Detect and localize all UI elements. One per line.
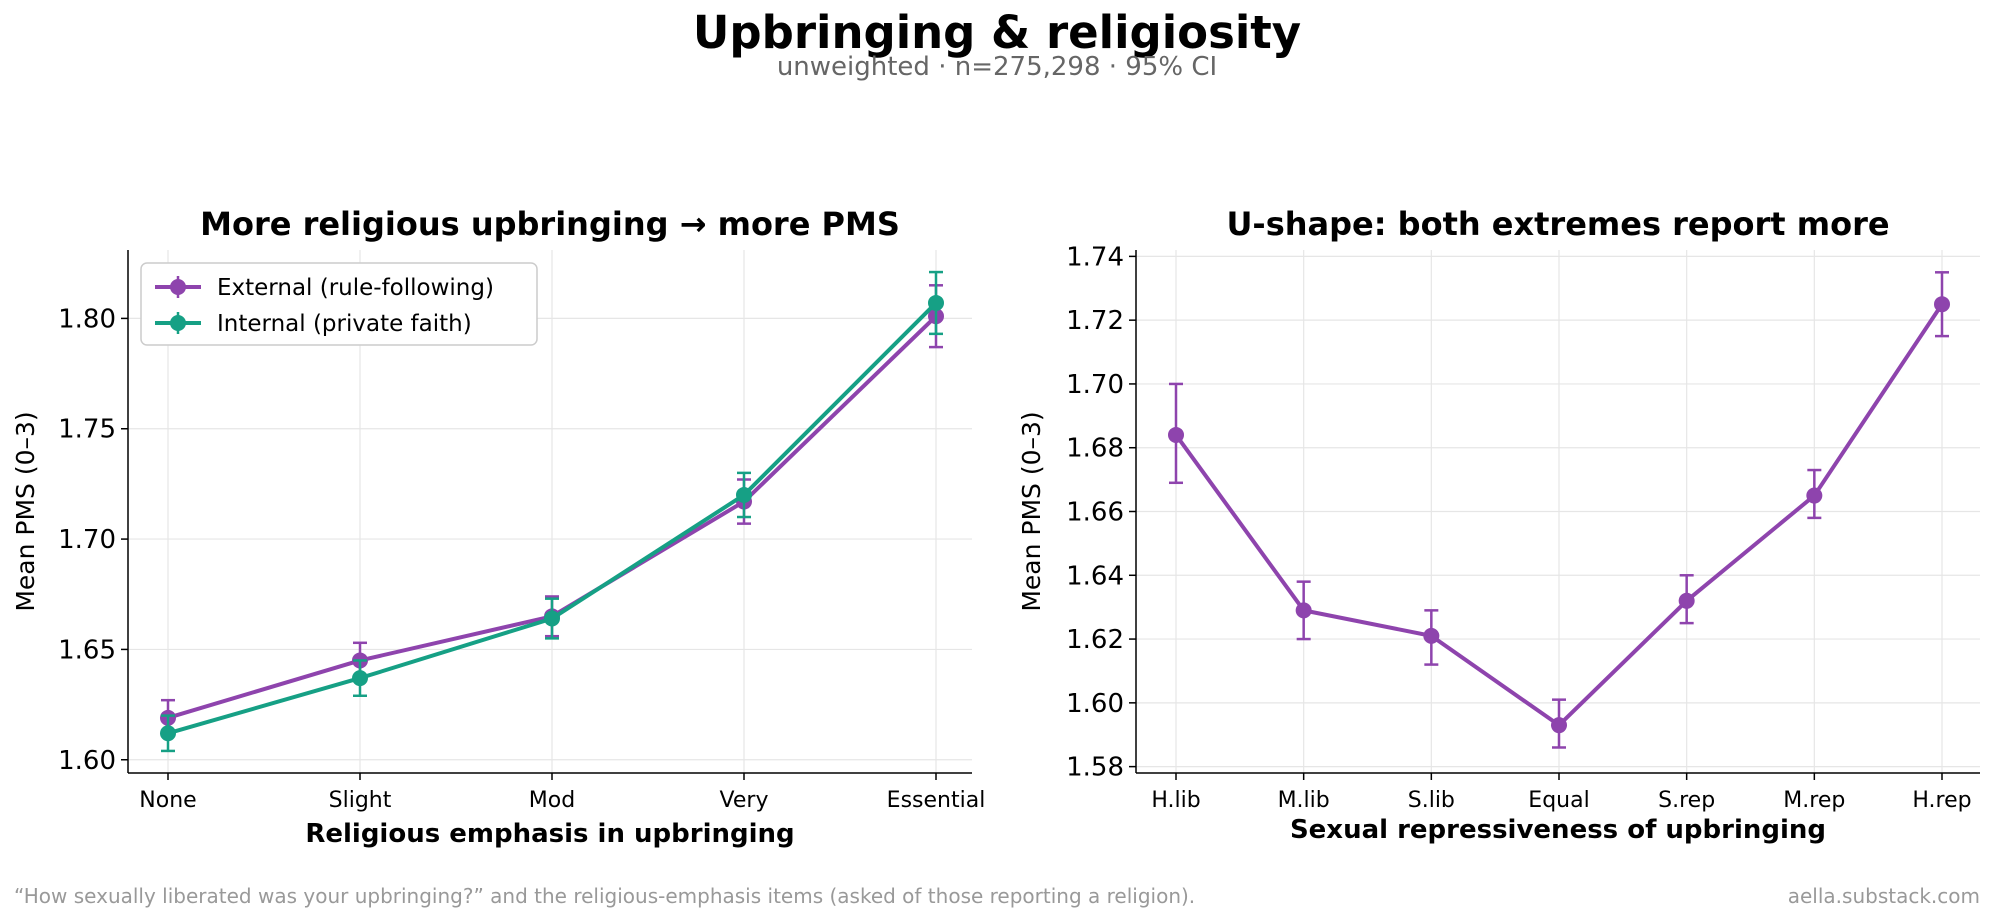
y-tick-label: 1.80	[58, 304, 116, 334]
data-point	[1423, 627, 1440, 644]
x-tick-label: None	[139, 788, 196, 813]
legend-label: External (rule-following)	[217, 275, 494, 301]
x-tick-label: S.rep	[1658, 788, 1715, 813]
legend-swatch-marker	[170, 279, 186, 295]
x-tick-label: Very	[720, 788, 769, 813]
data-point	[1168, 426, 1184, 443]
x-tick-label: Slight	[329, 788, 392, 813]
y-tick-label: 1.58	[1066, 753, 1124, 783]
data-point	[160, 725, 176, 742]
data-point	[352, 670, 368, 687]
x-tick-label: Mod	[529, 788, 575, 813]
y-tick-label: 1.75	[58, 415, 116, 445]
x-tick-label: Equal	[1528, 788, 1589, 813]
data-point	[1295, 602, 1312, 619]
source-credit: aella.substack.com	[1787, 884, 1980, 908]
y-tick-label: 1.60	[58, 746, 116, 776]
y-tick-label: 1.72	[1066, 306, 1124, 336]
figure-title: Upbringing & religiosity	[692, 6, 1302, 59]
footnote: “How sexually liberated was your upbring…	[14, 884, 1196, 908]
panel-title: More religious upbringing → more PMS	[200, 205, 900, 243]
y-tick-label: 1.65	[58, 635, 116, 665]
y-tick-label: 1.74	[1066, 242, 1124, 272]
panel-title: U-shape: both extremes report more	[1226, 205, 1889, 243]
y-tick-label: 1.60	[1066, 689, 1124, 719]
y-tick-label: 1.68	[1066, 434, 1124, 464]
data-point	[1806, 487, 1823, 504]
y-axis-label: Mean PMS (0–3)	[11, 411, 40, 611]
x-tick-label: S.lib	[1408, 788, 1455, 813]
figure-subtitle: unweighted · n=275,298 · 95% CI	[776, 52, 1218, 82]
data-point	[544, 610, 560, 627]
data-point	[736, 486, 752, 503]
legend-box	[140, 262, 538, 346]
y-tick-label: 1.66	[1066, 498, 1124, 528]
legend-label: Internal (private faith)	[217, 311, 472, 337]
y-tick-label: 1.62	[1066, 625, 1124, 655]
x-tick-label: H.rep	[1912, 788, 1971, 813]
legend-swatch-marker	[170, 315, 186, 331]
x-axis-label: Sexual repressiveness of upbringing	[1290, 815, 1826, 845]
data-point	[1678, 592, 1695, 609]
y-tick-label: 1.70	[1066, 370, 1124, 400]
y-tick-label: 1.64	[1066, 561, 1124, 591]
data-point	[1934, 296, 1950, 313]
x-tick-label: M.rep	[1783, 788, 1845, 813]
y-tick-label: 1.70	[58, 525, 116, 555]
x-tick-label: Essential	[887, 788, 986, 813]
data-point	[1551, 717, 1567, 734]
y-axis-label: Mean PMS (0–3)	[1017, 411, 1046, 611]
data-point	[928, 294, 944, 311]
x-tick-label: M.lib	[1278, 788, 1330, 813]
x-tick-label: H.lib	[1151, 788, 1200, 813]
x-axis-label: Religious emphasis in upbringing	[305, 819, 794, 849]
